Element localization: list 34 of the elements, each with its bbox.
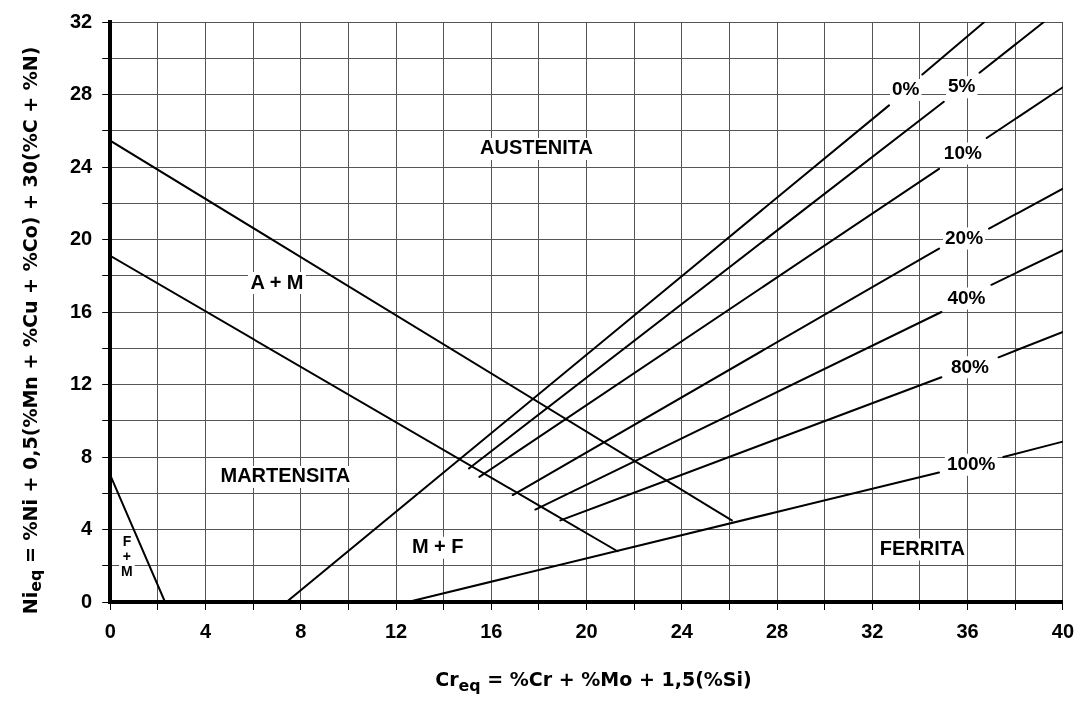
y-tick-label: 12: [70, 372, 93, 395]
y-tick-label: 20: [70, 227, 93, 250]
x-tick-label: 24: [670, 619, 694, 642]
y-tick-label: 32: [70, 9, 93, 32]
series-label: 80%: [950, 355, 990, 377]
x-tick-label: 0: [104, 619, 116, 642]
x-tick-label: 28: [765, 619, 789, 642]
annotation: M + F: [411, 535, 464, 558]
annotation: F + M: [121, 532, 133, 579]
x-axis-title: Cr$_{eq}$ = %Cr + %Mo + 1,5(%Si): [434, 668, 753, 695]
y-tick-label: 0: [81, 589, 93, 612]
annotation: MARTENSITA: [220, 464, 351, 487]
series-label: 100%: [946, 452, 996, 474]
x-tick-label: 36: [956, 619, 979, 642]
y-tick-label: 8: [81, 444, 93, 467]
x-tick-label: 20: [575, 619, 598, 642]
x-tick-label: 16: [480, 619, 503, 642]
series-label: 10%: [943, 141, 982, 163]
y-tick-label: 16: [70, 299, 93, 322]
annotation: AUSTENITA: [480, 136, 594, 159]
x-tick-label: 32: [861, 619, 884, 642]
series-label: 5%: [947, 75, 976, 97]
series-label: 0%: [891, 78, 920, 100]
y-tick-label: 4: [81, 517, 94, 540]
series-label: 40%: [947, 286, 986, 308]
annotation: FERRITA: [879, 536, 965, 559]
series-label: 20%: [945, 226, 984, 248]
x-tick-label: 12: [384, 619, 408, 642]
y-tick-label: 24: [70, 154, 94, 177]
y-tick-label: 28: [70, 82, 93, 105]
annotation: A + M: [250, 270, 304, 293]
x-tick-label: 4: [199, 619, 212, 642]
x-tick-label: 40: [1051, 619, 1074, 642]
x-tick-label: 8: [295, 619, 307, 642]
